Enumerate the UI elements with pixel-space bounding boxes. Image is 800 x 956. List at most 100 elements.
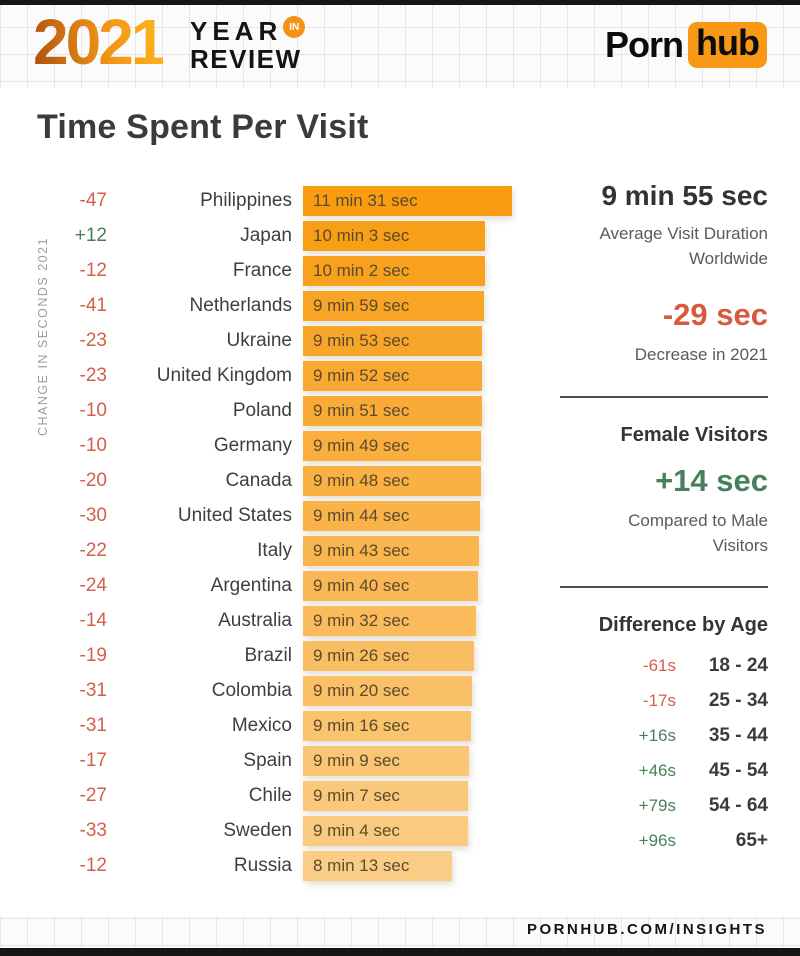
divider bbox=[560, 586, 768, 589]
country-label: Australia bbox=[218, 610, 292, 631]
duration-label: 9 min 32 sec bbox=[313, 611, 410, 630]
duration-label: 10 min 3 sec bbox=[313, 226, 410, 245]
year-2021-logo: 2021 bbox=[33, 6, 166, 78]
age-change-value: +79s bbox=[638, 796, 676, 816]
change-value: -27 bbox=[79, 785, 107, 806]
duration-bar: 8 min 13 sec bbox=[303, 851, 452, 881]
chart-row: -23 United Kingdom 9 min 52 sec bbox=[35, 361, 512, 391]
duration-label: 9 min 52 sec bbox=[313, 366, 410, 385]
age-row: -61s 18 - 24 bbox=[548, 655, 768, 677]
country-label: Sweden bbox=[223, 820, 292, 841]
bottom-black-bar bbox=[0, 948, 800, 956]
age-range-label: 45 - 54 bbox=[708, 760, 768, 782]
change-value: -14 bbox=[79, 610, 107, 631]
chart-row: -12 Russia 8 min 13 sec bbox=[35, 851, 512, 881]
duration-label: 9 min 49 sec bbox=[313, 436, 410, 455]
country-label: Spain bbox=[243, 750, 292, 771]
country-label: Ukraine bbox=[226, 330, 292, 351]
age-range-label: 65+ bbox=[735, 830, 768, 852]
change-value: -10 bbox=[79, 400, 107, 421]
chart-row: -10 Germany 9 min 49 sec bbox=[35, 431, 512, 461]
pornhub-logo-hub-box: hub bbox=[688, 22, 767, 68]
chart-row: -24 Argentina 9 min 40 sec bbox=[35, 571, 512, 601]
change-value: -22 bbox=[79, 540, 107, 561]
duration-bar: 9 min 43 sec bbox=[303, 536, 479, 566]
change-value: -33 bbox=[79, 820, 107, 841]
country-label: Netherlands bbox=[189, 295, 292, 316]
age-range-label: 25 - 34 bbox=[708, 690, 768, 712]
in-circle-badge: IN bbox=[283, 16, 306, 38]
country-label: Chile bbox=[248, 785, 292, 806]
country-label: Russia bbox=[233, 855, 292, 876]
age-row: +46s 45 - 54 bbox=[548, 760, 768, 782]
change-value: -12 bbox=[79, 260, 107, 281]
duration-bar: 9 min 44 sec bbox=[303, 501, 480, 531]
chart-row: -30 United States 9 min 44 sec bbox=[35, 501, 512, 531]
change-value: -19 bbox=[79, 645, 107, 666]
age-range-label: 54 - 64 bbox=[708, 795, 768, 817]
change-value: -24 bbox=[79, 575, 107, 596]
chart-row: +12 Japan 10 min 3 sec bbox=[35, 221, 512, 251]
chart-row: -19 Brazil 9 min 26 sec bbox=[35, 641, 512, 671]
age-row: +16s 35 - 44 bbox=[548, 725, 768, 747]
age-change-value: +96s bbox=[638, 831, 676, 851]
worldwide-average-value: 9 min 55 sec bbox=[601, 180, 768, 211]
duration-label: 9 min 26 sec bbox=[313, 646, 410, 665]
country-label: Japan bbox=[240, 225, 292, 246]
age-change-value: +16s bbox=[638, 726, 676, 746]
female-visitors-value: +14 sec bbox=[655, 462, 768, 498]
country-label: Mexico bbox=[231, 715, 292, 736]
decrease-label: Decrease in 2021 bbox=[634, 345, 768, 365]
change-value: -17 bbox=[79, 750, 107, 771]
review-label: REVIEW bbox=[190, 44, 302, 75]
chart-row: -41 Netherlands 9 min 59 sec bbox=[35, 291, 512, 321]
country-label: Canada bbox=[225, 470, 292, 491]
age-rows: -61s 18 - 24 -17s 25 - 34 +16s 35 - 44 +… bbox=[548, 655, 768, 852]
duration-bar: 9 min 9 sec bbox=[303, 746, 469, 776]
duration-label: 9 min 51 sec bbox=[313, 401, 410, 420]
age-range-label: 35 - 44 bbox=[708, 725, 768, 747]
duration-bar: 10 min 3 sec bbox=[303, 221, 485, 251]
chart-row: -14 Australia 9 min 32 sec bbox=[35, 606, 512, 636]
change-value: -12 bbox=[79, 855, 107, 876]
chart-row: -31 Mexico 9 min 16 sec bbox=[35, 711, 512, 741]
country-label: Argentina bbox=[210, 575, 292, 596]
change-value: -30 bbox=[79, 505, 107, 526]
country-label: United Kingdom bbox=[156, 365, 292, 386]
duration-label: 9 min 40 sec bbox=[313, 576, 410, 595]
duration-label: 9 min 48 sec bbox=[313, 471, 410, 490]
chart-row: -27 Chile 9 min 7 sec bbox=[35, 781, 512, 811]
change-value: -23 bbox=[79, 330, 107, 351]
duration-bar: 9 min 48 sec bbox=[303, 466, 481, 496]
pornhub-logo-hub: hub bbox=[696, 22, 760, 63]
chart-row: -22 Italy 9 min 43 sec bbox=[35, 536, 512, 566]
duration-bar: 9 min 59 sec bbox=[303, 291, 484, 321]
pornhub-logo-porn: Porn bbox=[605, 24, 684, 65]
change-value: -47 bbox=[79, 190, 107, 211]
change-value: -23 bbox=[79, 365, 107, 386]
duration-label: 9 min 59 sec bbox=[313, 296, 410, 315]
duration-bar: 9 min 49 sec bbox=[303, 431, 481, 461]
duration-bar: 10 min 2 sec bbox=[303, 256, 485, 286]
page-title: Time Spent Per Visit bbox=[37, 108, 369, 146]
duration-label: 10 min 2 sec bbox=[313, 261, 410, 280]
chart-row: -17 Spain 9 min 9 sec bbox=[35, 746, 512, 776]
country-label: Poland bbox=[232, 400, 292, 421]
pornhub-logo: Porn hub bbox=[605, 22, 767, 68]
change-value: -31 bbox=[79, 715, 107, 736]
change-value: -10 bbox=[79, 435, 107, 456]
country-label: Germany bbox=[213, 435, 292, 456]
year-label: YEAR bbox=[190, 16, 283, 46]
duration-label: 9 min 44 sec bbox=[313, 506, 410, 525]
country-label: United States bbox=[177, 505, 292, 526]
duration-label: 9 min 9 sec bbox=[313, 751, 400, 770]
divider bbox=[560, 395, 768, 398]
age-row: +96s 65+ bbox=[548, 830, 768, 852]
chart-row: -10 Poland 9 min 51 sec bbox=[35, 396, 512, 426]
country-label: Brazil bbox=[244, 645, 292, 666]
duration-label: 9 min 53 sec bbox=[313, 331, 410, 350]
age-change-value: -61s bbox=[642, 656, 676, 676]
female-visitors-title: Female Visitors bbox=[620, 423, 768, 446]
duration-bar: 9 min 26 sec bbox=[303, 641, 474, 671]
duration-bar: 9 min 53 sec bbox=[303, 326, 482, 356]
